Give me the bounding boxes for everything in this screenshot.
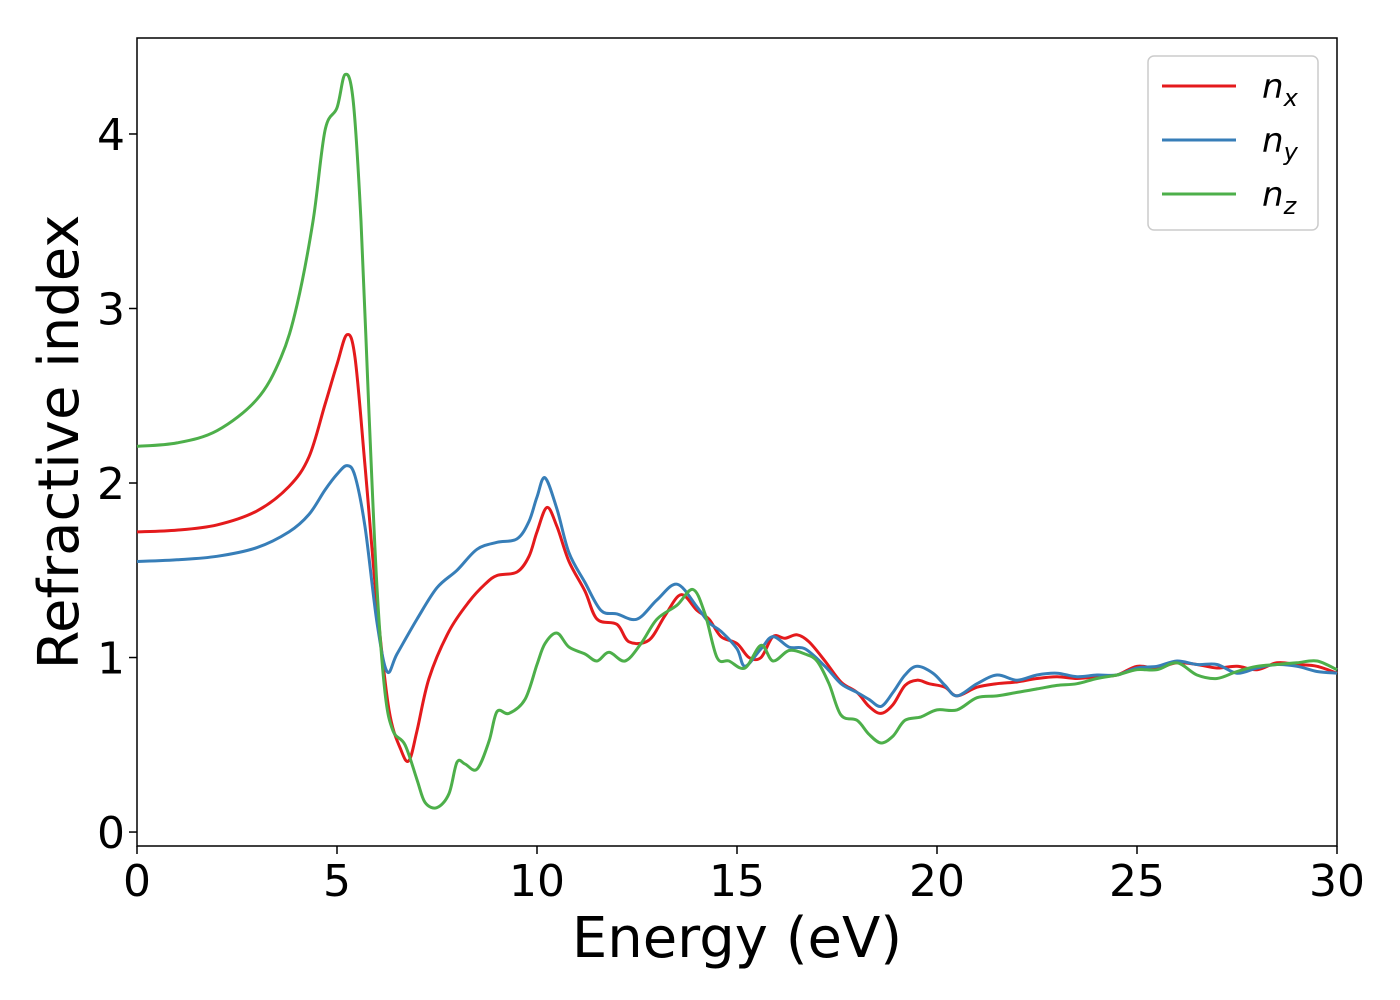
series-line-n-x xyxy=(136,332,1338,763)
y-tick-label: 0 xyxy=(97,808,125,859)
series-lines xyxy=(136,72,1338,810)
x-tick-label: 10 xyxy=(509,856,565,907)
x-tick-label: 20 xyxy=(909,856,965,907)
legend-box xyxy=(1147,55,1319,231)
y-tick-label: 3 xyxy=(97,284,125,335)
y-tick-label: 1 xyxy=(97,634,125,685)
x-axis-title: Energy (eV) xyxy=(572,906,902,971)
legend-label-x: nx xyxy=(1262,67,1299,112)
legend-label-y: ny xyxy=(1262,121,1299,166)
x-tick-label: 15 xyxy=(709,856,765,907)
y-tick-label: 2 xyxy=(97,459,125,510)
y-axis-title: Refractive index xyxy=(27,215,92,670)
x-tick-label: 30 xyxy=(1309,856,1365,907)
y-axis: 0 1 2 3 4 xyxy=(97,110,137,859)
x-tick-label: 0 xyxy=(123,856,151,907)
series-line-n-z xyxy=(136,72,1338,810)
x-axis: 0 5 10 15 20 25 30 xyxy=(123,846,1365,907)
y-tick-label: 4 xyxy=(97,110,125,161)
x-tick-label: 5 xyxy=(323,856,351,907)
x-tick-label: 25 xyxy=(1109,856,1165,907)
